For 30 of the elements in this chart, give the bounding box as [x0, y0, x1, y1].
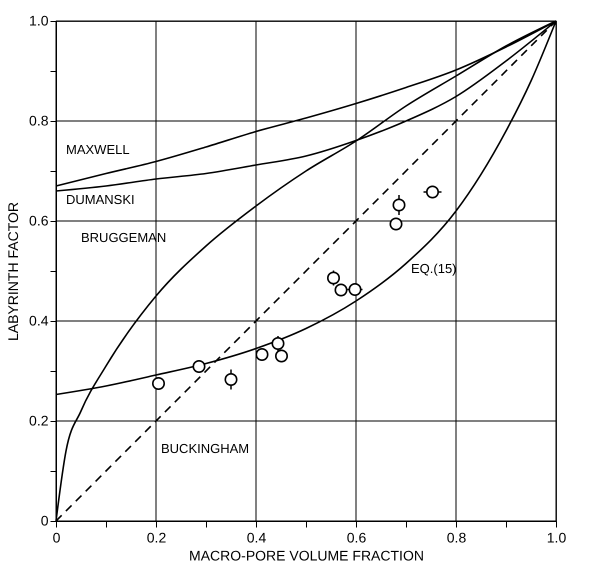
- point: [192, 360, 206, 373]
- point: [348, 283, 362, 296]
- x-tick-label: 0.8: [446, 530, 466, 546]
- point: [272, 337, 284, 350]
- y-tick-label: 1.0: [29, 12, 49, 28]
- series-label: MAXWELL: [66, 142, 130, 157]
- series-label: EQ.(15): [411, 261, 457, 276]
- point: [275, 350, 288, 362]
- point: [334, 284, 348, 296]
- point: [224, 373, 238, 386]
- series-label: BUCKINGHAM: [161, 441, 250, 456]
- series-label: DUMANSKI: [66, 192, 135, 207]
- x-axis-title: MACRO-PORE VOLUME FRACTION: [189, 548, 424, 564]
- point: [152, 377, 165, 390]
- point: [390, 218, 402, 230]
- point: [256, 348, 268, 361]
- y-tick-label: 0: [40, 512, 49, 528]
- point: [327, 272, 340, 284]
- y-tick-label: 0.4: [29, 312, 49, 328]
- x-tick-label: 0.4: [246, 530, 266, 546]
- y-tick-label: 0.6: [29, 212, 49, 228]
- x-tick-label: 1.0: [546, 530, 566, 546]
- x-tick-label: 0: [52, 530, 61, 546]
- y-axis-title: LABYRINTH FACTOR: [5, 202, 22, 341]
- y-tick-label: 0.8: [29, 112, 49, 128]
- point: [426, 186, 439, 198]
- x-tick-label: 0.2: [146, 530, 166, 546]
- y-tick-label: 0.2: [29, 412, 49, 428]
- point: [392, 198, 406, 212]
- x-tick-label: 0.6: [346, 530, 366, 546]
